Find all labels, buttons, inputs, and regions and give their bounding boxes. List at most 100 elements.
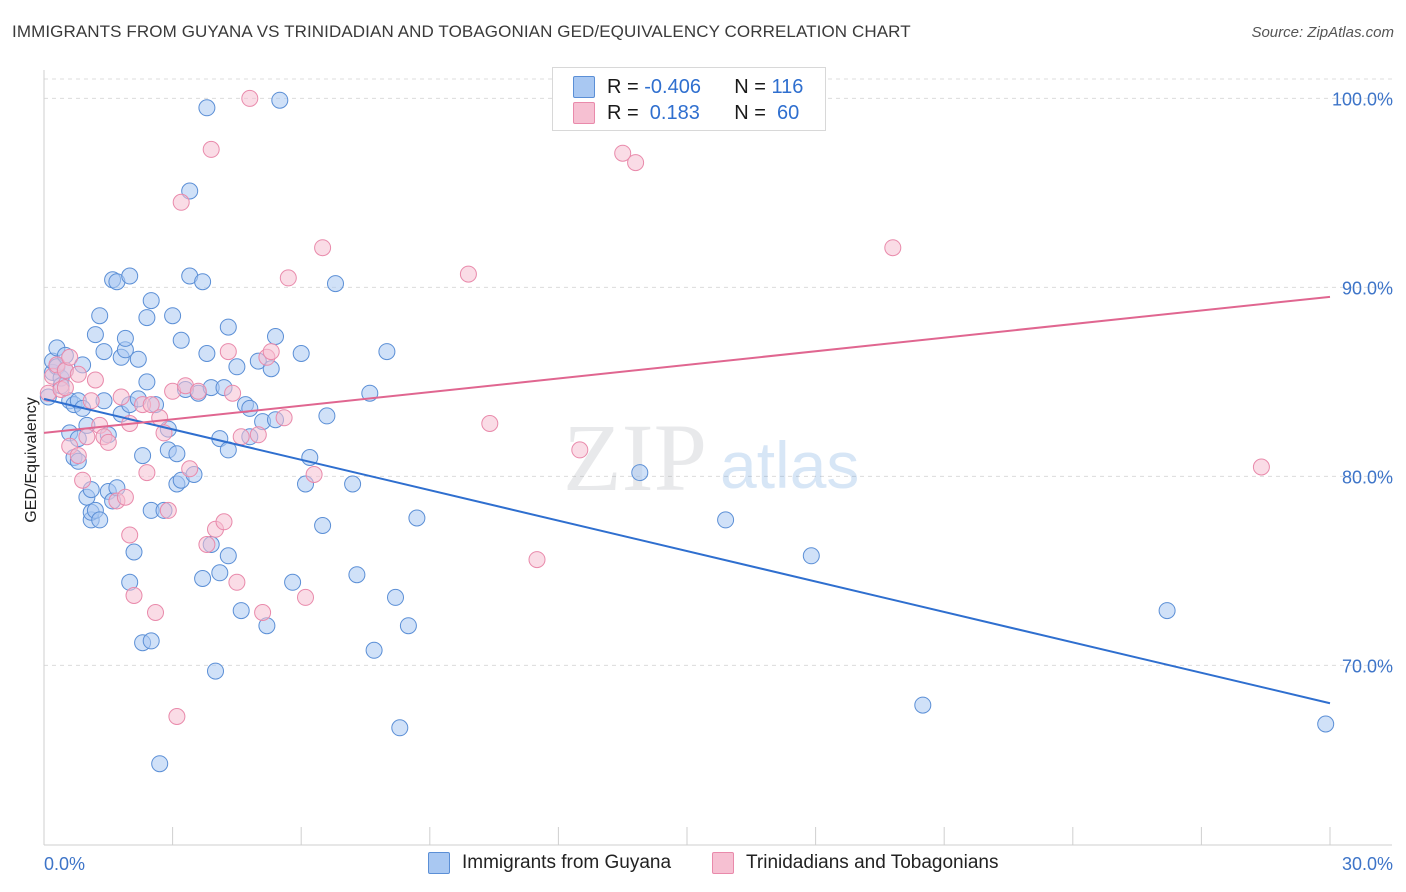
legend-n-label: N = (734, 75, 772, 98)
data-point (459, 265, 477, 283)
data-point (189, 382, 207, 400)
data-point (91, 307, 109, 325)
data-point (198, 536, 216, 553)
data-point (125, 543, 143, 561)
data-point (215, 513, 233, 531)
data-point (228, 358, 246, 376)
data-point (138, 373, 156, 391)
data-point (284, 573, 302, 591)
data-point (241, 89, 259, 107)
data-point (241, 399, 259, 417)
data-point (314, 239, 332, 257)
data-point (232, 428, 250, 446)
data-point (172, 193, 190, 211)
source-credit: Source: ZipAtlas.com (1251, 24, 1394, 41)
data-point (399, 617, 417, 635)
legend-swatch-trinidad (573, 102, 595, 124)
data-point (378, 343, 396, 361)
data-point (318, 407, 336, 425)
data-point (198, 345, 216, 362)
data-point (211, 564, 229, 582)
data-point (219, 547, 237, 565)
data-point (138, 464, 156, 482)
data-point (232, 602, 250, 620)
data-point (69, 447, 87, 465)
data-point (129, 350, 147, 368)
data-point (91, 511, 109, 529)
data-point (78, 428, 96, 446)
legend-swatch-guyana (573, 76, 595, 98)
data-point (202, 140, 220, 158)
data-point (254, 604, 272, 621)
data-point (116, 329, 134, 347)
data-point (134, 447, 152, 465)
legend-r-value: -0.406 (644, 75, 701, 98)
data-point (74, 471, 92, 489)
axes (43, 70, 1392, 846)
series-legend: Immigrants from Guyana Trinidadians and … (0, 852, 1406, 878)
data-point (69, 365, 87, 383)
data-point (348, 566, 366, 584)
data-point (168, 445, 186, 463)
data-point (314, 517, 332, 534)
data-point (627, 154, 645, 172)
data-point (305, 466, 323, 483)
data-point (142, 292, 160, 310)
regression-lines (43, 295, 1331, 705)
regression-line-trinidad (43, 295, 1331, 434)
data-point (207, 662, 224, 680)
legend-item-trinidad[interactable]: Trinidadians and Tobagonians (712, 852, 998, 874)
data-point (99, 433, 117, 451)
data-point (198, 99, 216, 117)
y-tick-label: 90.0% (1342, 278, 1393, 298)
data-point (194, 273, 212, 291)
data-point (121, 526, 139, 544)
data-point (151, 409, 169, 427)
legend-label-guyana: Immigrants from Guyana (462, 852, 672, 873)
data-point (1317, 715, 1335, 733)
legend-item-guyana[interactable]: Immigrants from Guyana (428, 852, 671, 874)
watermark-atlas: atlas (720, 428, 859, 502)
data-point (1252, 458, 1270, 476)
legend-r-label: R = (607, 75, 645, 98)
data-point (271, 91, 289, 109)
regression-line-guyana (43, 397, 1331, 705)
data-point (528, 551, 546, 569)
data-point (279, 269, 297, 287)
data-point (297, 588, 314, 606)
legend-n-value: 116 (771, 75, 804, 98)
data-point (172, 331, 190, 349)
legend-swatch-guyana (428, 852, 450, 874)
y-tick-label: 80.0% (1342, 467, 1393, 487)
data-point (481, 415, 499, 432)
data-point (802, 547, 820, 565)
legend-swatch-trinidad (712, 852, 734, 874)
data-point (56, 379, 74, 397)
x-tick-label-min: 0.0% (44, 854, 85, 874)
data-point (224, 384, 242, 402)
data-point (168, 708, 186, 725)
data-point (717, 511, 735, 529)
gridlines (44, 78, 1392, 666)
data-point (125, 587, 143, 604)
data-point (194, 570, 212, 587)
y-tick-label: 100.0% (1332, 89, 1393, 109)
data-point (914, 696, 932, 714)
y-tick-label: 70.0% (1342, 656, 1393, 676)
legend-r-label: R = (607, 101, 645, 124)
data-point (95, 343, 113, 361)
y-axis-label: GED/Equivalency (23, 397, 40, 522)
legend-r-value: 0.183 (644, 101, 700, 124)
legend-row-guyana: R = -0.406 N = 116 (573, 75, 803, 99)
data-point (1158, 602, 1176, 620)
watermark: ZIP atlas (563, 404, 859, 511)
data-point (344, 475, 362, 493)
data-point (142, 632, 160, 650)
data-point (327, 275, 344, 293)
data-point (121, 267, 139, 285)
data-point (181, 182, 199, 200)
data-point (112, 388, 130, 406)
data-point (884, 239, 902, 257)
series-trinidad-points (39, 89, 1270, 725)
